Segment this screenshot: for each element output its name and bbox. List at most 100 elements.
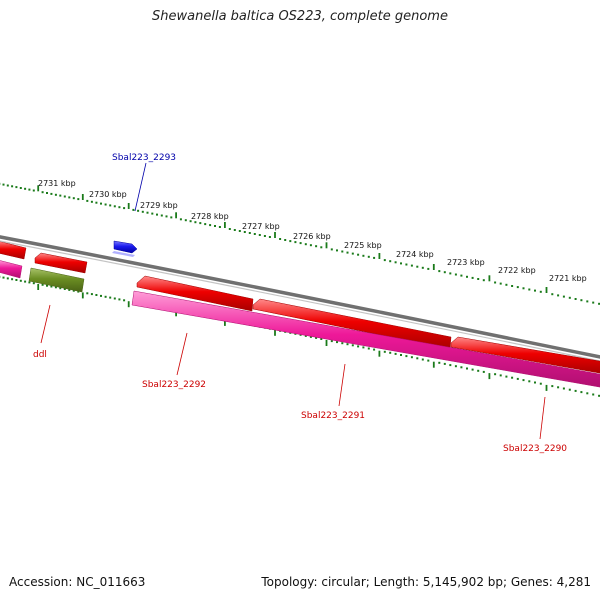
outer-scale-minor-tick [586, 300, 589, 303]
outer-scale-minor-tick [118, 206, 121, 209]
outer-scale-minor-tick [258, 234, 261, 236]
inner-scale-major-tick [274, 329, 276, 336]
outer-scale-minor-tick [46, 192, 48, 194]
inner-scale-minor-tick [405, 355, 408, 358]
inner-scale-minor-tick [562, 387, 565, 390]
outer-scale-minor-tick [568, 296, 571, 299]
outer-scale-minor-tick [466, 275, 468, 278]
outer-scale-minor-tick [50, 192, 53, 195]
gene-sbal223-2291-forward[interactable] [252, 298, 452, 350]
outer-scale-minor-tick [362, 254, 365, 257]
outer-scale-ring [0, 182, 600, 305]
outer-scale-major-tick [127, 203, 130, 209]
inner-scale-minor-tick [511, 376, 514, 379]
outer-scale-minor-tick [28, 188, 31, 191]
inner-scale-major-tick [127, 301, 130, 308]
backbone-inner [0, 240, 600, 362]
inner-scale-minor-tick [539, 382, 542, 385]
outer-scale-minor-tick [294, 241, 297, 244]
scale-label-2726: 2726 kbp [293, 232, 331, 241]
inner-scale-major-tick [378, 350, 381, 357]
inner-scale-minor-tick [574, 389, 577, 392]
outer-scale-minor-tick [137, 209, 140, 212]
inner-scale-minor-tick [383, 350, 386, 353]
outer-scale-minor-tick [304, 243, 307, 246]
outer-scale-minor-tick [383, 259, 386, 262]
outer-scale-minor-tick [357, 253, 360, 256]
outer-scale-minor-tick [279, 238, 282, 240]
inner-scale-minor-tick [346, 343, 349, 346]
inner-scale-major-tick [81, 292, 84, 299]
label-sbal223-2291[interactable]: Sbal223_2291 [301, 411, 365, 421]
outer-scale-minor-tick [494, 281, 497, 284]
outer-scale-minor-tick [284, 239, 287, 241]
label-sbal223-2292[interactable]: Sbal223_2292 [142, 380, 206, 390]
outer-scale-minor-tick [100, 202, 102, 205]
outer-scale-minor-tick [263, 235, 266, 237]
forward-gene-far-left[interactable] [0, 241, 27, 260]
inner-scale-minor-tick [28, 281, 31, 284]
outer-scale-minor-tick [209, 224, 212, 227]
outer-scale-minor-tick [522, 287, 525, 290]
inner-scale-minor-tick [482, 370, 485, 373]
gene-ddl-olive[interactable] [28, 267, 85, 293]
gene-sbal223-2292-forward[interactable] [136, 275, 254, 312]
outer-scale-minor-tick [170, 216, 173, 219]
outer-scale-minor-tick [59, 194, 62, 197]
gene-sbal223-2290-forward[interactable] [450, 336, 600, 374]
inner-scale-minor-tick [454, 365, 457, 368]
inner-scale-minor-tick [315, 336, 318, 339]
outer-scale-minor-tick [373, 256, 376, 259]
outer-scale-minor-tick [146, 211, 149, 214]
scale-labels: 2731 kbp 2730 kbp 2729 kbp 2728 kbp 2727… [38, 179, 587, 283]
inner-scale-major-tick [488, 373, 491, 380]
outer-scale-minor-tick [315, 245, 318, 248]
inner-scale-minor-tick [477, 369, 480, 372]
label-sbal223-2290[interactable]: Sbal223_2290 [503, 444, 567, 454]
outer-scale-minor-tick [15, 186, 18, 189]
label-sbal223-2293[interactable]: Sbal223_2293 [112, 153, 176, 163]
outer-scale-minor-tick [336, 249, 338, 252]
outer-scale-minor-tick [32, 189, 35, 192]
inner-scale-minor-tick [389, 351, 392, 354]
inner-scale-minor-tick [534, 381, 536, 384]
inner-scale-minor-tick [499, 374, 502, 377]
outer-scale-minor-tick [104, 203, 107, 206]
reverse-gene-far-left[interactable] [0, 260, 23, 279]
outer-scale-minor-tick [132, 208, 135, 211]
inner-scale-minor-tick [551, 385, 554, 388]
outer-scale-minor-tick [6, 184, 9, 187]
outer-scale-minor-tick [199, 222, 202, 225]
gene-sbal223-2293[interactable] [112, 240, 138, 257]
outer-scale-minor-tick [405, 263, 408, 266]
inner-scale-major-tick [545, 384, 548, 391]
inner-scale-minor-tick [528, 380, 531, 383]
inner-scale-minor-tick [427, 359, 430, 362]
outer-scale-minor-tick [113, 205, 116, 208]
inner-scale-major-tick [432, 361, 435, 368]
outer-scale-minor-tick [551, 293, 554, 296]
outer-scale-minor-tick [11, 185, 14, 188]
outer-scale-minor-tick [449, 272, 452, 275]
inner-scale-minor-tick [367, 347, 370, 350]
inner-scale-minor-tick [24, 280, 27, 283]
outer-scale-minor-tick [238, 230, 241, 232]
inner-scale-minor-tick [586, 392, 589, 395]
forward-gene-left[interactable] [34, 252, 88, 274]
scale-label-2730: 2730 kbp [89, 190, 127, 199]
inner-scale-minor-tick [109, 296, 112, 299]
outer-scale-minor-tick [90, 200, 93, 203]
inner-scale-minor-tick [59, 287, 62, 290]
outer-scale-minor-tick [156, 213, 158, 216]
outer-scale-minor-tick [330, 248, 333, 251]
inner-scale-minor-tick [63, 288, 66, 290]
outer-scale-minor-tick [160, 214, 163, 217]
gene-sbal223-2292-reverse[interactable] [131, 290, 600, 388]
scale-label-2724: 2724 kbp [396, 250, 434, 259]
outer-scale-minor-tick [179, 218, 182, 221]
inner-scale-minor-tick [95, 294, 98, 296]
inner-scale-major-tick [175, 310, 177, 317]
label-ddl[interactable]: ddl [33, 350, 47, 360]
outer-scale-minor-tick [95, 201, 98, 204]
inner-scale-minor-tick [449, 364, 452, 367]
